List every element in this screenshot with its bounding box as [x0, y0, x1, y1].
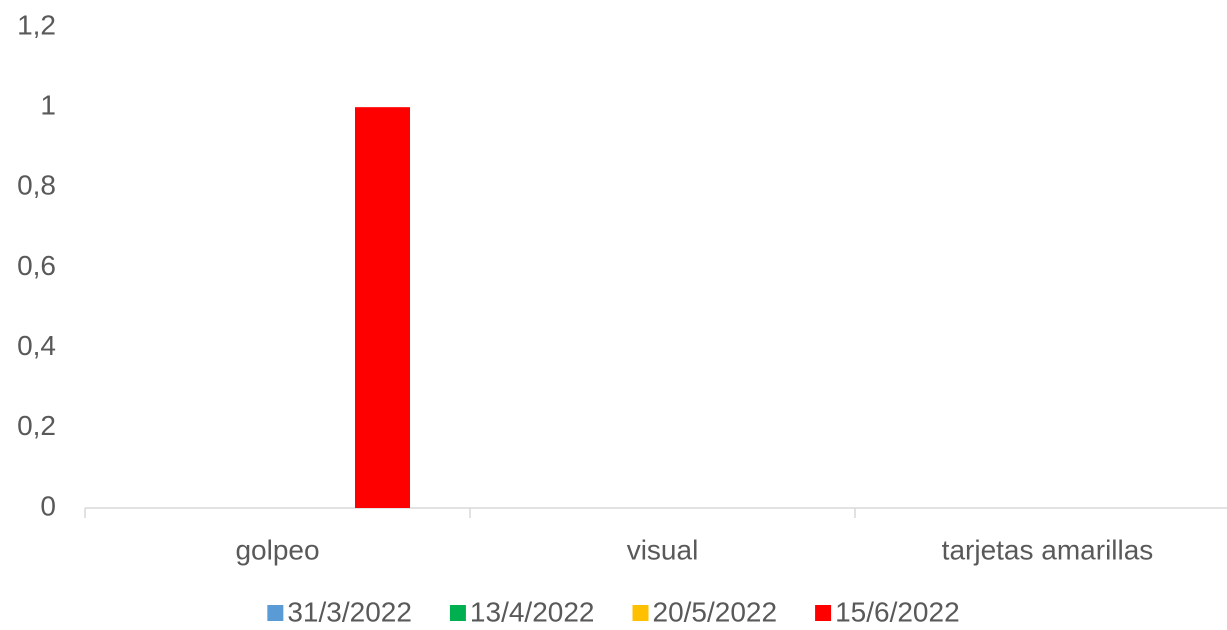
legend-swatch [449, 605, 466, 621]
y-tick-label: 1,2 [17, 9, 56, 40]
legend-label: 31/3/2022 [287, 596, 412, 627]
legend-label: 13/4/2022 [470, 596, 595, 627]
y-tick-label: 0 [40, 490, 56, 521]
y-tick-label: 0,2 [17, 410, 56, 441]
bar [355, 107, 410, 509]
legend-swatch [632, 605, 649, 621]
x-tick-label: visual [627, 534, 699, 565]
legend-label: 15/6/2022 [835, 596, 960, 627]
x-tick-label: golpeo [235, 534, 319, 565]
legend-swatch [267, 605, 284, 621]
y-tick-label: 1 [40, 90, 56, 121]
legend-label: 20/5/2022 [653, 596, 778, 627]
y-tick-label: 0,6 [17, 250, 56, 281]
x-tick-label: tarjetas amarillas [942, 534, 1154, 565]
y-tick-label: 0,4 [17, 330, 56, 361]
legend-swatch [815, 605, 832, 621]
y-tick-label: 0,8 [17, 170, 56, 201]
